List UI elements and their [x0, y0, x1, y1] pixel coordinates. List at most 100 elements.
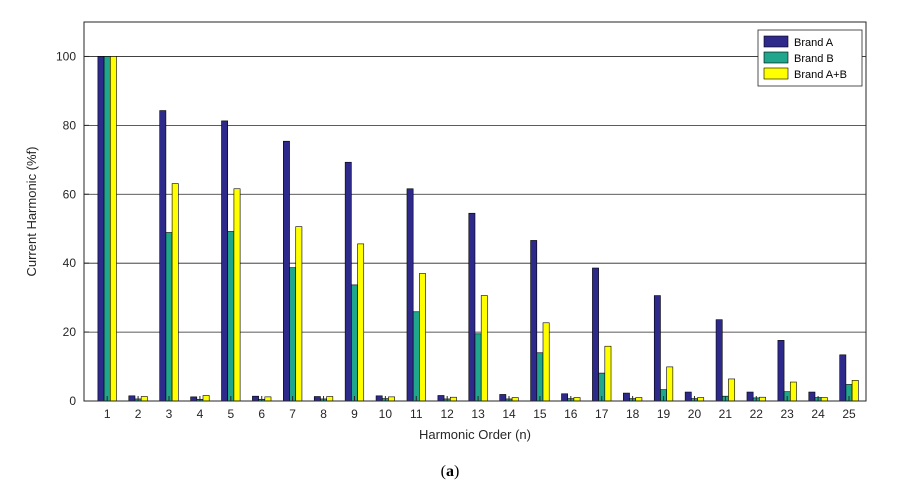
bar-brand-a-15 [530, 240, 538, 402]
bar-brand-a-b-1 [109, 56, 117, 402]
bar-brand-b-11 [412, 311, 420, 402]
x-tick-label: 10 [379, 407, 393, 421]
x-tick-label: 1 [104, 407, 111, 421]
bar-brand-b-13 [474, 333, 482, 402]
bar-brand-a-b-11 [419, 273, 426, 402]
caption-letter: a [446, 463, 454, 480]
x-tick-label: 20 [688, 407, 702, 421]
bar-brand-a-b-8 [326, 396, 334, 402]
x-tick-label: 24 [811, 407, 825, 421]
legend-entry: Brand A+B [794, 69, 847, 81]
bar-brand-a-b-19 [666, 366, 674, 402]
y-tick-label: 0 [69, 394, 76, 408]
x-tick-label: 11 [410, 407, 423, 421]
x-tick-label: 14 [502, 407, 516, 421]
bar-brand-a-23 [777, 340, 785, 402]
legend-entry: Brand A [794, 37, 834, 49]
x-tick-label: 21 [719, 407, 733, 421]
bar-brand-a-b-10 [388, 396, 395, 402]
bar-brand-a-10 [375, 395, 383, 402]
bar-brand-a-12 [437, 395, 445, 402]
bar-brand-a-17 [592, 267, 599, 402]
bar-brand-b-9 [351, 284, 358, 402]
bar-brand-a-b-2 [140, 396, 148, 402]
bar-brand-a-b-5 [233, 188, 241, 402]
x-tick-label: 15 [533, 407, 547, 421]
x-tick-label: 7 [289, 407, 296, 421]
x-tick-label: 18 [626, 407, 640, 421]
bar-brand-a-b-13 [480, 295, 488, 402]
x-tick-label: 4 [197, 407, 204, 421]
bar-brand-a-b-7 [295, 226, 303, 402]
bar-brand-a-b-6 [264, 396, 272, 402]
x-tick-label: 22 [750, 407, 764, 421]
bar-brand-a-b-3 [171, 183, 179, 402]
bar-brand-b-7 [289, 267, 297, 402]
y-tick-label: 20 [63, 325, 77, 339]
bar-brand-a-21 [715, 319, 723, 402]
caption-open-paren: ( [441, 463, 446, 480]
bar-brand-a-b-16 [573, 397, 581, 402]
grid-lines [84, 56, 866, 333]
bar-brand-a-1 [97, 56, 105, 402]
bar-brand-a-18 [623, 392, 630, 402]
bar-brand-b-1 [103, 56, 111, 402]
x-tick-label: 5 [227, 407, 234, 421]
legend-entry: Brand B [794, 53, 834, 65]
bar-brand-a-3 [159, 110, 167, 402]
bar-brand-a-13 [468, 212, 476, 402]
x-tick-label: 13 [471, 407, 485, 421]
x-tick-label: 16 [564, 407, 578, 421]
bars [97, 56, 859, 402]
x-tick-label: 23 [781, 407, 795, 421]
x-tick-label: 8 [320, 407, 327, 421]
y-tick-label: 40 [63, 256, 77, 270]
bar-brand-b-3 [165, 232, 173, 402]
bar-brand-a-b-24 [820, 397, 828, 402]
bar-brand-a-6 [252, 395, 259, 402]
bar-brand-a-b-23 [789, 381, 797, 402]
legend: Brand A Brand B Brand A+B [757, 29, 863, 87]
x-tick-label: 3 [166, 407, 173, 421]
figure-caption: (a) [441, 463, 460, 480]
x-axis-label: Harmonic Order (n) [419, 427, 531, 442]
bar-brand-a-b-18 [635, 397, 643, 402]
bar-brand-a-20 [684, 391, 692, 402]
bar-brand-a-9 [344, 161, 352, 402]
bar-brand-a-7 [283, 140, 290, 402]
bar-brand-a-4 [190, 396, 198, 402]
legend-swatch [763, 35, 789, 48]
bar-brand-a-b-17 [604, 345, 612, 402]
legend-swatch [763, 67, 789, 80]
bar-brand-a-b-21 [728, 378, 735, 402]
bar-brand-a-b-22 [759, 396, 766, 402]
plot-frame [83, 21, 867, 402]
bar-brand-a-19 [653, 295, 661, 402]
x-tick-label: 2 [135, 407, 142, 421]
x-tick-label: 17 [595, 407, 609, 421]
bar-brand-a-b-25 [851, 380, 859, 402]
caption-close-paren: ) [454, 463, 459, 480]
bar-brand-a-11 [406, 188, 414, 402]
bar-brand-a-b-9 [357, 243, 365, 402]
x-tick-label: 9 [351, 407, 358, 421]
bar-brand-b-5 [227, 231, 235, 402]
bar-brand-a-25 [839, 354, 847, 402]
bar-brand-a-22 [746, 391, 754, 402]
y-tick-label: 60 [63, 187, 77, 201]
bar-brand-a-8 [313, 396, 321, 402]
bar-brand-a-b-15 [542, 322, 550, 402]
bar-brand-a-14 [499, 394, 507, 402]
y-tick-label: 100 [56, 49, 76, 63]
y-tick-label: 80 [63, 118, 77, 132]
x-tick-label: 19 [657, 407, 671, 421]
bar-brand-a-b-4 [202, 395, 210, 402]
bar-brand-a-b-14 [511, 397, 519, 402]
y-axis-label: Current Harmonic (%f) [24, 146, 39, 276]
legend-swatch [763, 51, 789, 64]
x-tick-label: 6 [258, 407, 265, 421]
bar-brand-a-24 [808, 391, 816, 402]
